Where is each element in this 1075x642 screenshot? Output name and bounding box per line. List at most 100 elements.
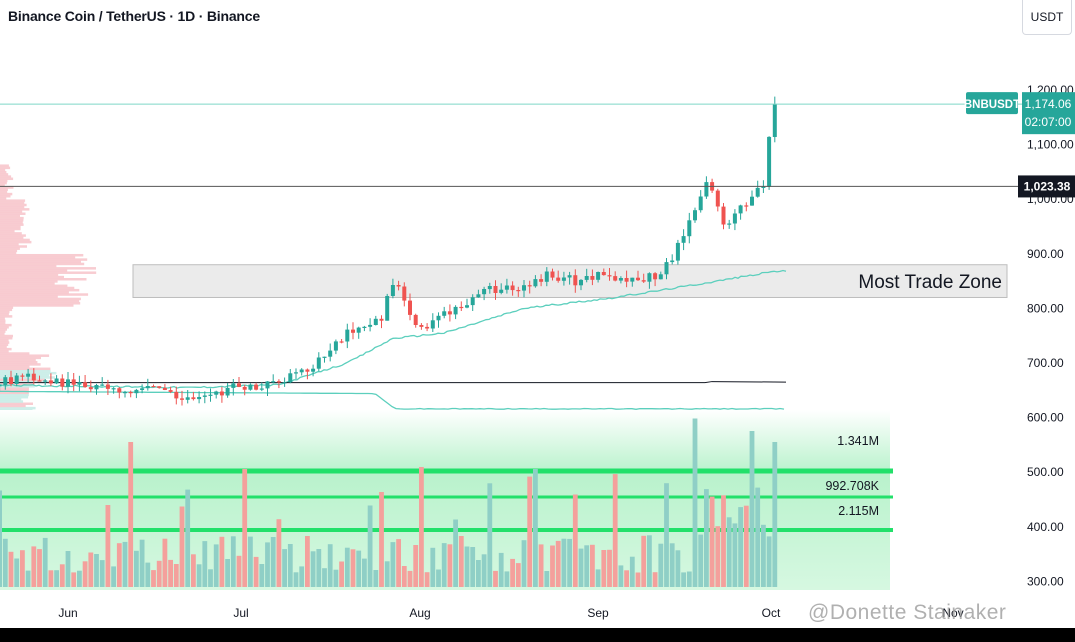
candle-body [721, 206, 726, 225]
candle-body [185, 397, 190, 400]
candle-body [419, 325, 424, 327]
volume-bar [726, 517, 732, 587]
volume-bar [407, 570, 413, 587]
volume-profile-bar [0, 267, 96, 270]
volume-bar [624, 570, 629, 587]
candle-body [698, 196, 703, 211]
volume-profile-bar [0, 323, 12, 327]
volume-profile-bar [0, 210, 23, 213]
candle-body [607, 275, 612, 277]
x-tick-label: Sep [587, 606, 609, 620]
volume-bar [384, 561, 390, 587]
candle-body [202, 395, 207, 397]
volume-profile-bar [0, 203, 27, 207]
volume-bar [350, 549, 356, 587]
volume-profile-bar [0, 334, 13, 338]
candle-body [658, 274, 663, 280]
candle-body [117, 388, 122, 393]
volume-profile-bar [0, 347, 12, 351]
volume-profile-bar [0, 339, 9, 342]
candle-body [539, 279, 544, 282]
x-tick-label: Jun [58, 606, 77, 620]
volume-bar [487, 483, 493, 587]
volume-bar [675, 550, 681, 587]
volume-bar [0, 490, 3, 587]
volume-bar [316, 549, 322, 587]
volume-bar [373, 570, 379, 587]
volume-profile-bar [0, 295, 58, 298]
volume-bar [396, 539, 401, 587]
volume-profile-bar [0, 328, 7, 331]
volume-profile-bar [0, 288, 80, 292]
candle-body [191, 397, 196, 400]
volume-bar [567, 538, 572, 587]
volume-profile-bar [0, 293, 89, 296]
volume-bar [533, 469, 538, 587]
volume-bar [270, 537, 276, 587]
volume-profile-bar [0, 240, 32, 244]
x-axis: Jun Jul Aug Sep Oct Nov [58, 606, 963, 620]
volume-bar [658, 543, 664, 587]
volume-bar [94, 554, 99, 587]
volume-profile-bar [0, 330, 6, 333]
volume-bar [162, 538, 168, 587]
candle-body [727, 223, 732, 225]
candle-body [276, 381, 281, 383]
candle-body [20, 375, 25, 377]
candle-body [533, 279, 538, 287]
candle-body [613, 276, 618, 281]
volume-profile-bar [0, 216, 24, 220]
candle-body [704, 182, 709, 197]
volume-bar [105, 505, 111, 587]
volume-profile-bar [0, 227, 21, 231]
volume-bar [2, 538, 8, 587]
candle-body [373, 318, 378, 325]
volume-profile-bar [0, 201, 25, 205]
candle-body [242, 386, 247, 390]
volume-bar [618, 565, 624, 587]
candle-body [9, 377, 13, 384]
volume-profile-bar [0, 304, 74, 307]
volume-profile-bar [0, 406, 36, 410]
volume-bar [236, 555, 242, 587]
candle-body [567, 275, 572, 278]
candle-body [755, 187, 760, 197]
volume-bar [71, 572, 77, 587]
candle-body [430, 320, 435, 329]
volume-bar [54, 570, 59, 587]
volume-bar [458, 536, 464, 587]
candle-body [767, 136, 772, 187]
candle-body [140, 388, 145, 390]
volume-profile-bar [0, 402, 33, 405]
volume-profile-bar [0, 232, 22, 235]
volume-profile-bar [0, 236, 24, 240]
candle-body [504, 285, 509, 290]
volume-bar [476, 560, 481, 587]
current-price-value: 1,174.06 [1025, 97, 1072, 111]
volume-level-label: 992.708K [825, 479, 879, 493]
volume-profile-bar [0, 243, 19, 246]
watermark: @Donette Stainaker [808, 601, 1007, 624]
volume-bar [704, 489, 709, 587]
volume-bar [202, 541, 208, 587]
volume-profile-bar [0, 245, 27, 248]
candle-body [459, 306, 464, 309]
volume-bar [441, 543, 447, 587]
volume-profile-bar [0, 352, 30, 355]
candle-body [128, 392, 133, 394]
volume-profile-bar [0, 170, 7, 174]
volume-profile-bar [0, 273, 59, 277]
volume-profile-bar [0, 190, 8, 194]
volume-profile-bar [0, 400, 24, 403]
candle-body [37, 380, 42, 382]
candle-body [425, 326, 430, 329]
volume-profile-bar [0, 297, 81, 301]
volume-bar [168, 559, 173, 587]
volume-profile-bar [0, 345, 7, 349]
y-tick-label: 700.00 [1027, 356, 1064, 370]
volume-bar [413, 545, 419, 587]
currency-selector[interactable]: USDT [1022, 0, 1072, 35]
y-tick-label: 600.00 [1027, 411, 1064, 425]
candle-body [442, 311, 447, 316]
